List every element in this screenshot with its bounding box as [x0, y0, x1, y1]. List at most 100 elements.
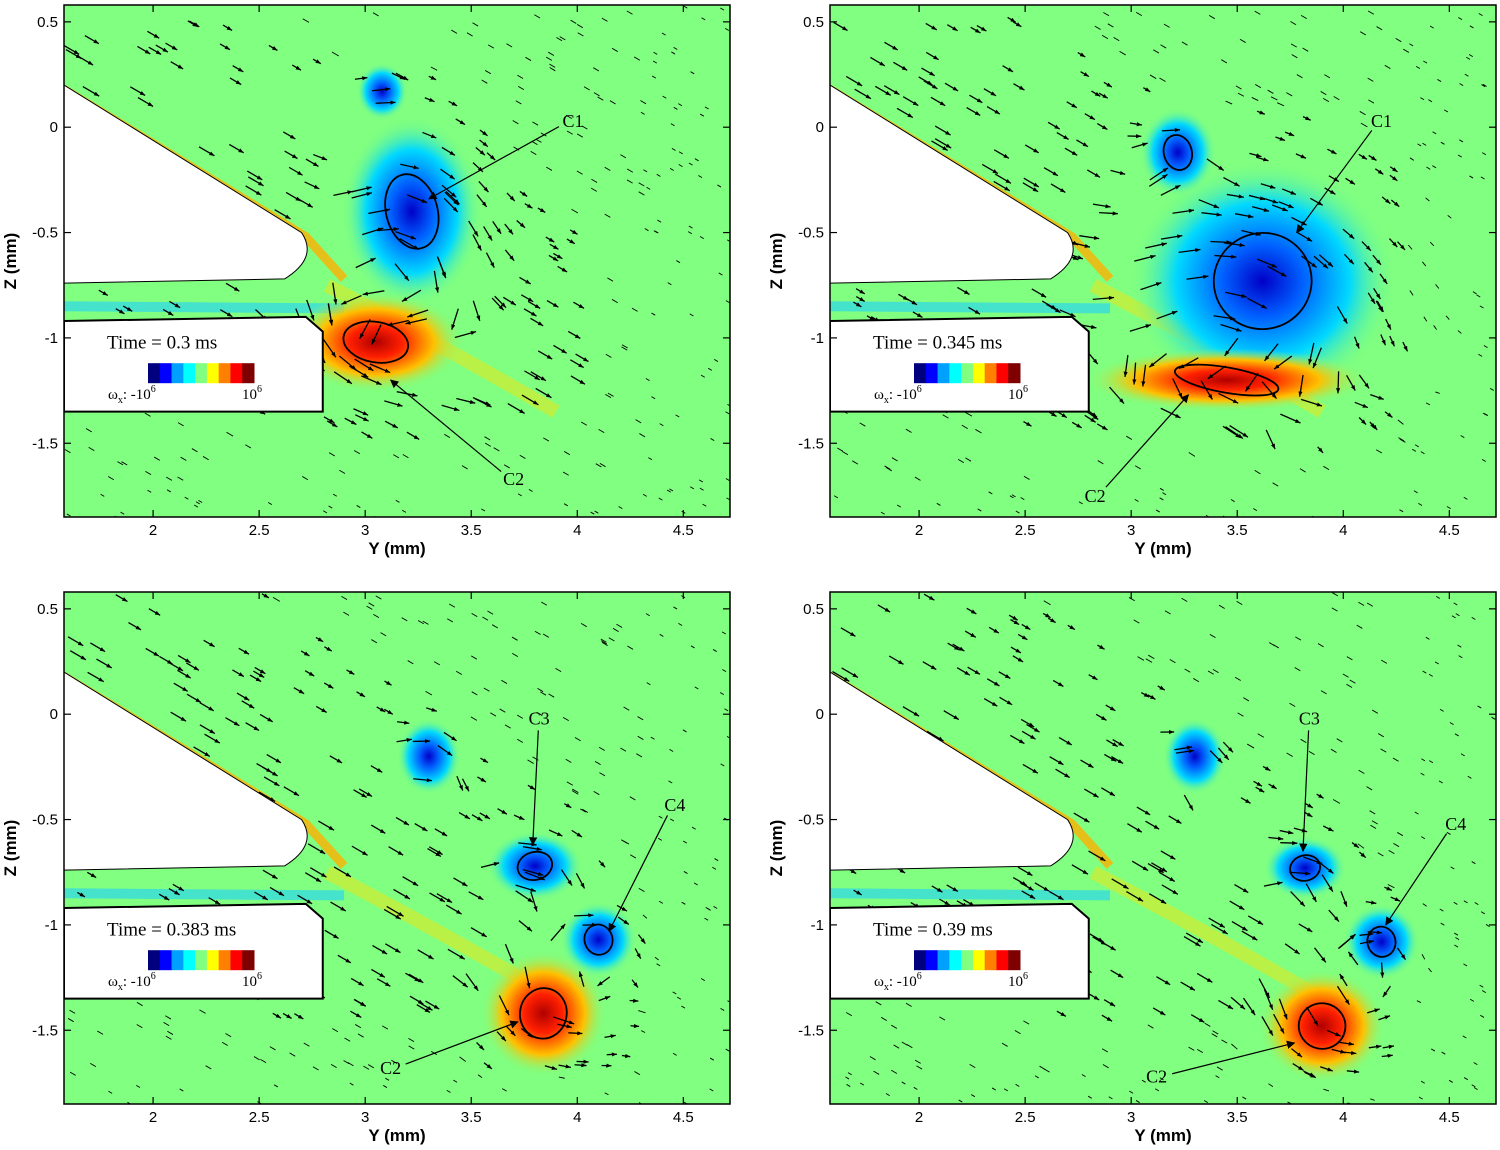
- velocity-vector: [598, 428, 605, 434]
- velocity-vector: [914, 476, 921, 481]
- velocity-vector: [1291, 1048, 1303, 1058]
- velocity-vector: [621, 346, 628, 351]
- velocity-vector: [956, 667, 971, 676]
- velocity-vector: [1157, 685, 1166, 691]
- colorbar-swatch: [925, 950, 939, 971]
- vortex-contour: [583, 923, 614, 956]
- velocity-vector: [656, 173, 661, 177]
- velocity-vector: [136, 1084, 141, 1088]
- velocity-vector: [1086, 410, 1099, 420]
- velocity-vector: [1434, 661, 1439, 665]
- velocity-vector: [177, 476, 184, 481]
- velocity-vector: [402, 876, 419, 887]
- velocity-vector: [705, 907, 710, 910]
- x-tick-label: 2: [149, 1109, 157, 1126]
- velocity-vector: [727, 239, 730, 242]
- velocity-vector: [1240, 797, 1251, 804]
- velocity-vector: [88, 446, 95, 452]
- velocity-vector: [1317, 446, 1324, 454]
- velocity-vector: [1234, 676, 1241, 681]
- velocity-vector: [371, 968, 386, 978]
- velocity-vector: [593, 791, 600, 796]
- velocity-vector: [326, 420, 338, 428]
- velocity-vector: [678, 151, 683, 155]
- velocity-vector: [1221, 59, 1228, 64]
- x-tick-label: 4.5: [673, 522, 694, 539]
- velocity-vector: [274, 209, 291, 220]
- velocity-vector: [1023, 421, 1032, 427]
- velocity-vector: [1425, 197, 1430, 202]
- velocity-vector: [395, 231, 417, 240]
- x-tick-label: 2.5: [249, 1109, 270, 1126]
- velocity-vector: [323, 682, 334, 689]
- velocity-vector: [372, 12, 379, 17]
- velocity-vector: [418, 1001, 433, 1011]
- velocity-vector: [1336, 985, 1350, 1006]
- velocity-vector: [384, 400, 403, 407]
- velocity-vector: [1268, 783, 1277, 790]
- velocity-vector: [1458, 655, 1463, 659]
- velocity-vector: [1418, 1096, 1423, 1100]
- x-tick-label: 3.5: [1227, 522, 1248, 539]
- plot-frame: [63, 4, 731, 518]
- velocity-vector: [1017, 633, 1028, 641]
- velocity-vector: [1428, 967, 1432, 973]
- velocity-vector: [199, 702, 215, 712]
- velocity-vector: [1253, 508, 1258, 512]
- velocity-vector: [1300, 14, 1307, 20]
- annotation-arrow: [1296, 130, 1373, 234]
- velocity-vector: [991, 1087, 996, 1091]
- velocity-vector: [1160, 407, 1181, 419]
- velocity-vector: [1096, 123, 1108, 131]
- velocity-vector: [499, 708, 506, 713]
- velocity-vector: [1132, 362, 1137, 385]
- velocity-vector: [1055, 768, 1071, 779]
- velocity-vector: [148, 608, 161, 616]
- velocity-vector: [1358, 153, 1368, 160]
- velocity-vector: [1156, 310, 1178, 320]
- velocity-vector: [522, 869, 544, 876]
- velocity-vector: [1336, 306, 1348, 324]
- velocity-vector: [597, 96, 604, 101]
- velocity-vector: [548, 51, 555, 56]
- velocity-vector: [67, 636, 84, 647]
- velocity-vector: [468, 891, 484, 901]
- velocity-vector: [1017, 866, 1033, 877]
- velocity-vector: [246, 170, 263, 181]
- velocity-vector: [553, 252, 563, 260]
- velocity-vector: [1159, 1077, 1164, 1081]
- velocity-vector: [918, 76, 933, 86]
- vortex-blob: [1129, 160, 1397, 402]
- velocity-vector: [254, 666, 266, 675]
- velocity-vector: [1469, 175, 1474, 179]
- velocity-vector: [971, 1094, 976, 1098]
- velocity-vector: [1298, 374, 1304, 397]
- velocity-vector: [480, 757, 489, 764]
- velocity-vector: [672, 1052, 677, 1056]
- velocity-vector: [1476, 294, 1481, 298]
- velocity-vector: [877, 604, 891, 613]
- velocity-vector: [282, 131, 296, 140]
- velocity-vector: [1327, 148, 1337, 155]
- velocity-vector: [1485, 924, 1490, 927]
- velocity-vector: [1463, 963, 1468, 967]
- velocity-vector: [1426, 166, 1431, 170]
- velocity-vector: [361, 375, 382, 386]
- velocity-vector: [901, 1081, 906, 1085]
- y-axis-label: Z (mm): [767, 233, 786, 290]
- velocity-vector: [1304, 802, 1314, 809]
- velocity-vector: [944, 82, 959, 92]
- velocity-vector: [169, 300, 181, 309]
- velocity-vector: [484, 442, 491, 447]
- velocity-vector: [1398, 437, 1405, 442]
- velocity-vector: [1388, 238, 1398, 248]
- velocity-vector: [1294, 667, 1301, 672]
- colorbar-max-label: 106: [242, 384, 262, 403]
- velocity-vector: [1462, 1035, 1467, 1039]
- velocity-vector: [1446, 506, 1451, 509]
- velocity-vector: [1234, 213, 1254, 219]
- velocity-vector: [472, 234, 482, 251]
- velocity-vector: [198, 500, 203, 503]
- velocity-vector: [363, 1065, 370, 1070]
- velocity-vector: [1361, 241, 1372, 252]
